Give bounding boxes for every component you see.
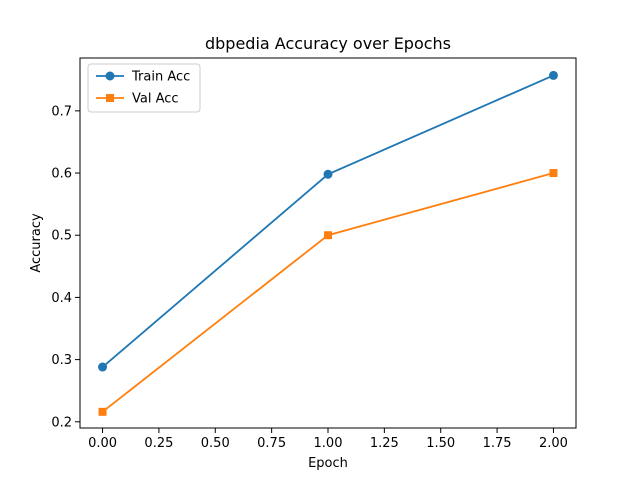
data-point-train-acc [323,169,333,179]
plot-area [80,58,576,428]
data-point-val-acc [98,407,107,416]
series-layer [98,70,558,416]
x-axis-ticks: 0.00 0.25 0.50 0.75 1.00 1.25 1.50 1.75 2.00 [88,428,568,451]
data-point-train-acc [548,70,558,80]
y-axis-ticks: 0.2 0.3 0.4 0.5 0.6 0.7 [51,104,80,430]
x-tick-label: 1.50 [426,436,455,451]
y-tick-label: 0.5 [51,229,72,244]
y-tick-label: 0.4 [51,291,72,306]
x-tick-label: 0.75 [257,436,286,451]
x-tick-label: 1.00 [314,436,343,451]
legend: Train Acc Val Acc [87,63,201,113]
x-tick-label: 0.50 [201,436,230,451]
legend-marker-val-acc [106,94,114,102]
x-tick-label: 1.25 [370,436,399,451]
chart-title: dbpedia Accuracy over Epochs [205,34,451,53]
data-point-train-acc [98,362,108,372]
plot-border [79,57,577,429]
y-tick-label: 0.6 [51,167,72,182]
x-axis-label: Epoch [308,456,348,471]
x-tick-label: 1.75 [483,436,512,451]
legend-label-val-acc: Val Acc [132,92,179,107]
y-tick-label: 0.2 [51,415,72,430]
data-point-val-acc [324,231,332,240]
x-tick-label: 2.00 [539,436,568,451]
y-axis-label: Accuracy [29,213,44,273]
y-tick-label: 0.7 [51,104,72,119]
data-point-val-acc [549,169,558,178]
x-tick-label: 0.00 [88,436,117,451]
legend-label-train-acc: Train Acc [131,70,190,85]
legend-marker-train-acc [105,71,115,81]
x-tick-label: 0.25 [144,436,173,451]
y-tick-label: 0.3 [51,353,72,368]
